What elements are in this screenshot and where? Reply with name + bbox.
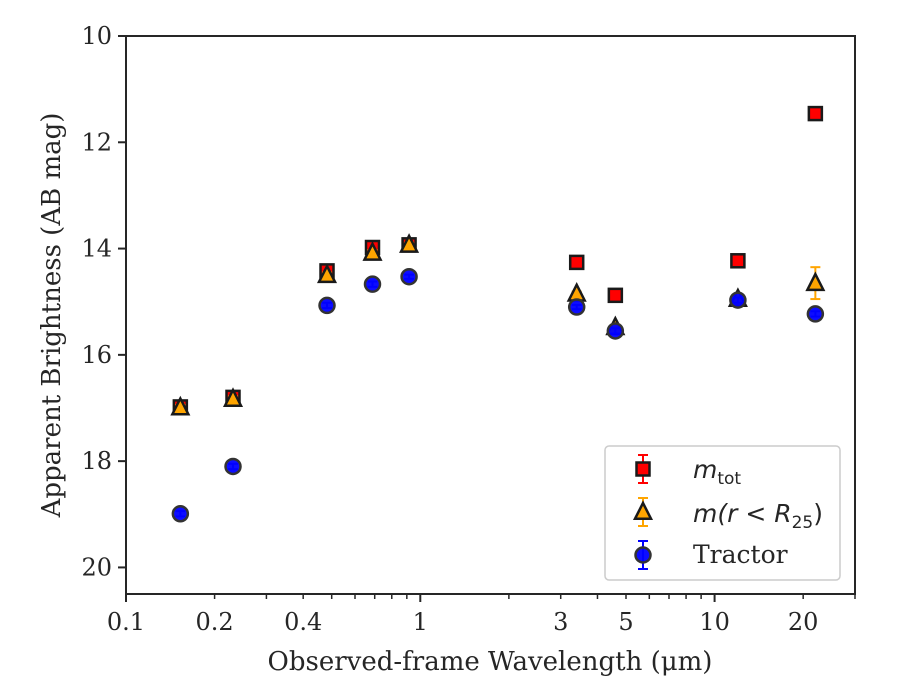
data-point-circle bbox=[171, 505, 190, 523]
x-tick-label: 20 bbox=[788, 608, 819, 636]
y-tick-label: 10 bbox=[81, 22, 112, 50]
legend: mtot m(r < R25) Tractor bbox=[604, 445, 841, 581]
legend-label-m-tot: mtot bbox=[693, 455, 741, 489]
data-point-triangle bbox=[399, 233, 420, 253]
y-tick-label: 14 bbox=[81, 235, 112, 263]
x-tick-label: 1 bbox=[413, 608, 428, 636]
legend-marker-circle bbox=[634, 546, 652, 564]
data-point-square bbox=[568, 254, 585, 271]
plot-frame bbox=[125, 35, 856, 595]
data-point-circle bbox=[806, 305, 825, 323]
data-point-triangle bbox=[170, 395, 191, 416]
legend-frame bbox=[604, 445, 841, 581]
x-tick-label: 0.4 bbox=[284, 608, 322, 636]
y-tick-label: 18 bbox=[81, 447, 112, 475]
y-axis-label: Apparent Brightness (AB mag) bbox=[37, 113, 67, 519]
y-tick-label: 12 bbox=[81, 128, 112, 156]
data-point-triangle bbox=[362, 241, 383, 261]
y-tick-label: 16 bbox=[81, 341, 112, 369]
chart-marks bbox=[170, 105, 826, 523]
x-tick-label: 0.2 bbox=[196, 608, 234, 636]
x-axis: 0.1 0.2 0.4 1 3 5 10 20 bbox=[107, 594, 856, 636]
data-point-circle bbox=[224, 457, 242, 476]
data-point-circle bbox=[606, 322, 625, 340]
x-axis-label: Observed-frame Wavelength (μm) bbox=[268, 647, 713, 677]
series-circle bbox=[171, 267, 825, 523]
x-tick-label: 10 bbox=[699, 608, 730, 636]
data-point-triangle bbox=[805, 271, 826, 292]
data-point-circle bbox=[729, 291, 747, 309]
data-point-triangle bbox=[316, 263, 338, 284]
legend-label-tractor: Tractor bbox=[693, 540, 788, 569]
y-axis: 10 12 14 16 18 20 bbox=[81, 22, 126, 581]
data-point-circle bbox=[567, 298, 586, 316]
data-point-square bbox=[730, 253, 746, 269]
legend-marker-triangle bbox=[632, 500, 654, 520]
data-point-square bbox=[607, 287, 624, 304]
legend-marker-square bbox=[635, 461, 651, 477]
y-tick-label: 20 bbox=[81, 553, 112, 581]
legend-label-m-r25: m(r < R25) bbox=[693, 499, 823, 533]
x-tick-label: 3 bbox=[553, 608, 568, 636]
data-point-circle bbox=[363, 275, 382, 293]
data-point-circle bbox=[400, 267, 418, 286]
x-tick-label: 0.1 bbox=[107, 608, 145, 636]
legend-markers bbox=[632, 454, 654, 570]
data-point-triangle bbox=[222, 387, 244, 407]
data-point-circle bbox=[318, 296, 336, 315]
x-tick-label: 5 bbox=[618, 608, 633, 636]
data-point-square bbox=[807, 105, 824, 122]
